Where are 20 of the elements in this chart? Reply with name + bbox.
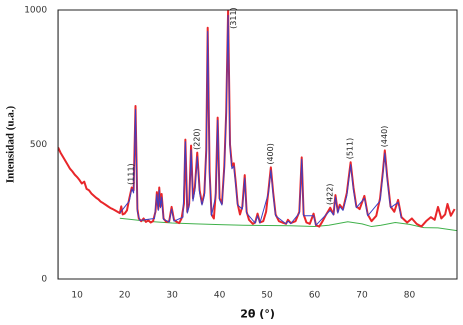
annotation: (511) [346, 138, 355, 160]
x-tick-label: 30 [166, 290, 178, 301]
annotation: (220) [192, 128, 202, 150]
x-tick-label: 50 [261, 290, 274, 301]
y-tick-label: 1000 [24, 5, 48, 16]
y-tick-label: 0 [41, 274, 48, 284]
annotation: (440) [380, 126, 389, 148]
x-axis-title: 2θ (°) [240, 307, 275, 320]
annotation: (111) [126, 163, 136, 185]
y-tick-label: 500 [30, 140, 48, 150]
x-tick-label: 70 [356, 290, 368, 301]
x-tick-label: 20 [118, 290, 131, 301]
annotation: (422) [325, 184, 334, 206]
x-tick-label: 60 [308, 290, 321, 301]
y-axis-title: Intensidad (u.a.) [4, 106, 16, 184]
annotation: (311) [228, 7, 238, 29]
x-tick-label: 80 [404, 290, 416, 301]
x-tick-label: 10 [71, 290, 84, 301]
annotation: (400) [266, 143, 275, 165]
x-tick-label: 40 [214, 290, 226, 301]
